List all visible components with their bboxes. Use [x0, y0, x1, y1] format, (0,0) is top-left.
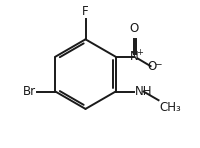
Text: F: F — [82, 5, 89, 18]
Text: N: N — [130, 50, 139, 63]
Text: CH₃: CH₃ — [159, 101, 181, 114]
Text: Br: Br — [23, 85, 36, 98]
Text: −: − — [154, 59, 161, 68]
Text: O: O — [147, 60, 157, 73]
Text: O: O — [130, 22, 139, 35]
Text: NH: NH — [135, 85, 152, 98]
Text: +: + — [137, 48, 143, 57]
